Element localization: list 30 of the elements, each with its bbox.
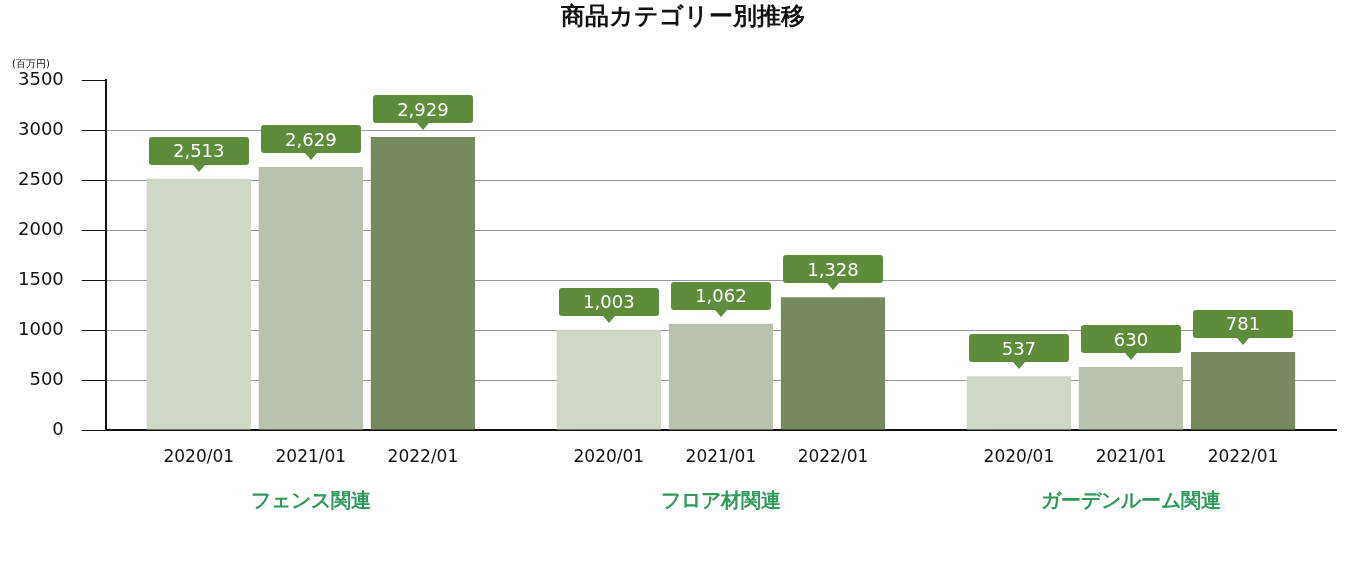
- data-label: 2,513: [172, 140, 225, 162]
- y-tick-label: 3000: [18, 117, 64, 139]
- y-tick-label: 1500: [18, 267, 64, 289]
- text: 2022/01: [1207, 446, 1279, 467]
- data-label: 2,929: [397, 98, 449, 120]
- data-label: 537: [1001, 337, 1037, 359]
- x-tick-label: ガーデンルーム関連: [1040, 488, 1221, 513]
- x-tick-label: フェンス関連: [250, 488, 371, 513]
- y-tick-label: 2000: [18, 217, 64, 239]
- x-tick-label: フロア材関連: [660, 488, 781, 513]
- series-label: 2021/01: [275, 446, 347, 467]
- chart-title: 商品カテゴリー別推移: [560, 2, 805, 31]
- y-tick-label: 1000: [18, 317, 64, 339]
- y-axis-title: (百万円): [12, 57, 50, 69]
- data-label: 1,328: [807, 258, 859, 280]
- text: 2020/01: [573, 446, 645, 467]
- text: 2021/01: [1095, 446, 1167, 467]
- text: 2022/01: [797, 446, 869, 467]
- series-label: 2022/01: [387, 446, 459, 467]
- text: 2021/01: [685, 446, 757, 467]
- series-label: 2020/01: [163, 446, 235, 467]
- data-label: 630: [1113, 328, 1149, 350]
- data-label: 781: [1225, 313, 1261, 335]
- y-tick-label: 500: [29, 367, 64, 389]
- y-tick-label: 2500: [18, 167, 64, 189]
- data-label: 2,629: [285, 128, 337, 150]
- y-tick-label: 0: [52, 417, 64, 439]
- data-label: 1,062: [695, 285, 747, 307]
- data-label: 1,003: [583, 291, 635, 313]
- text: 2020/01: [983, 446, 1055, 467]
